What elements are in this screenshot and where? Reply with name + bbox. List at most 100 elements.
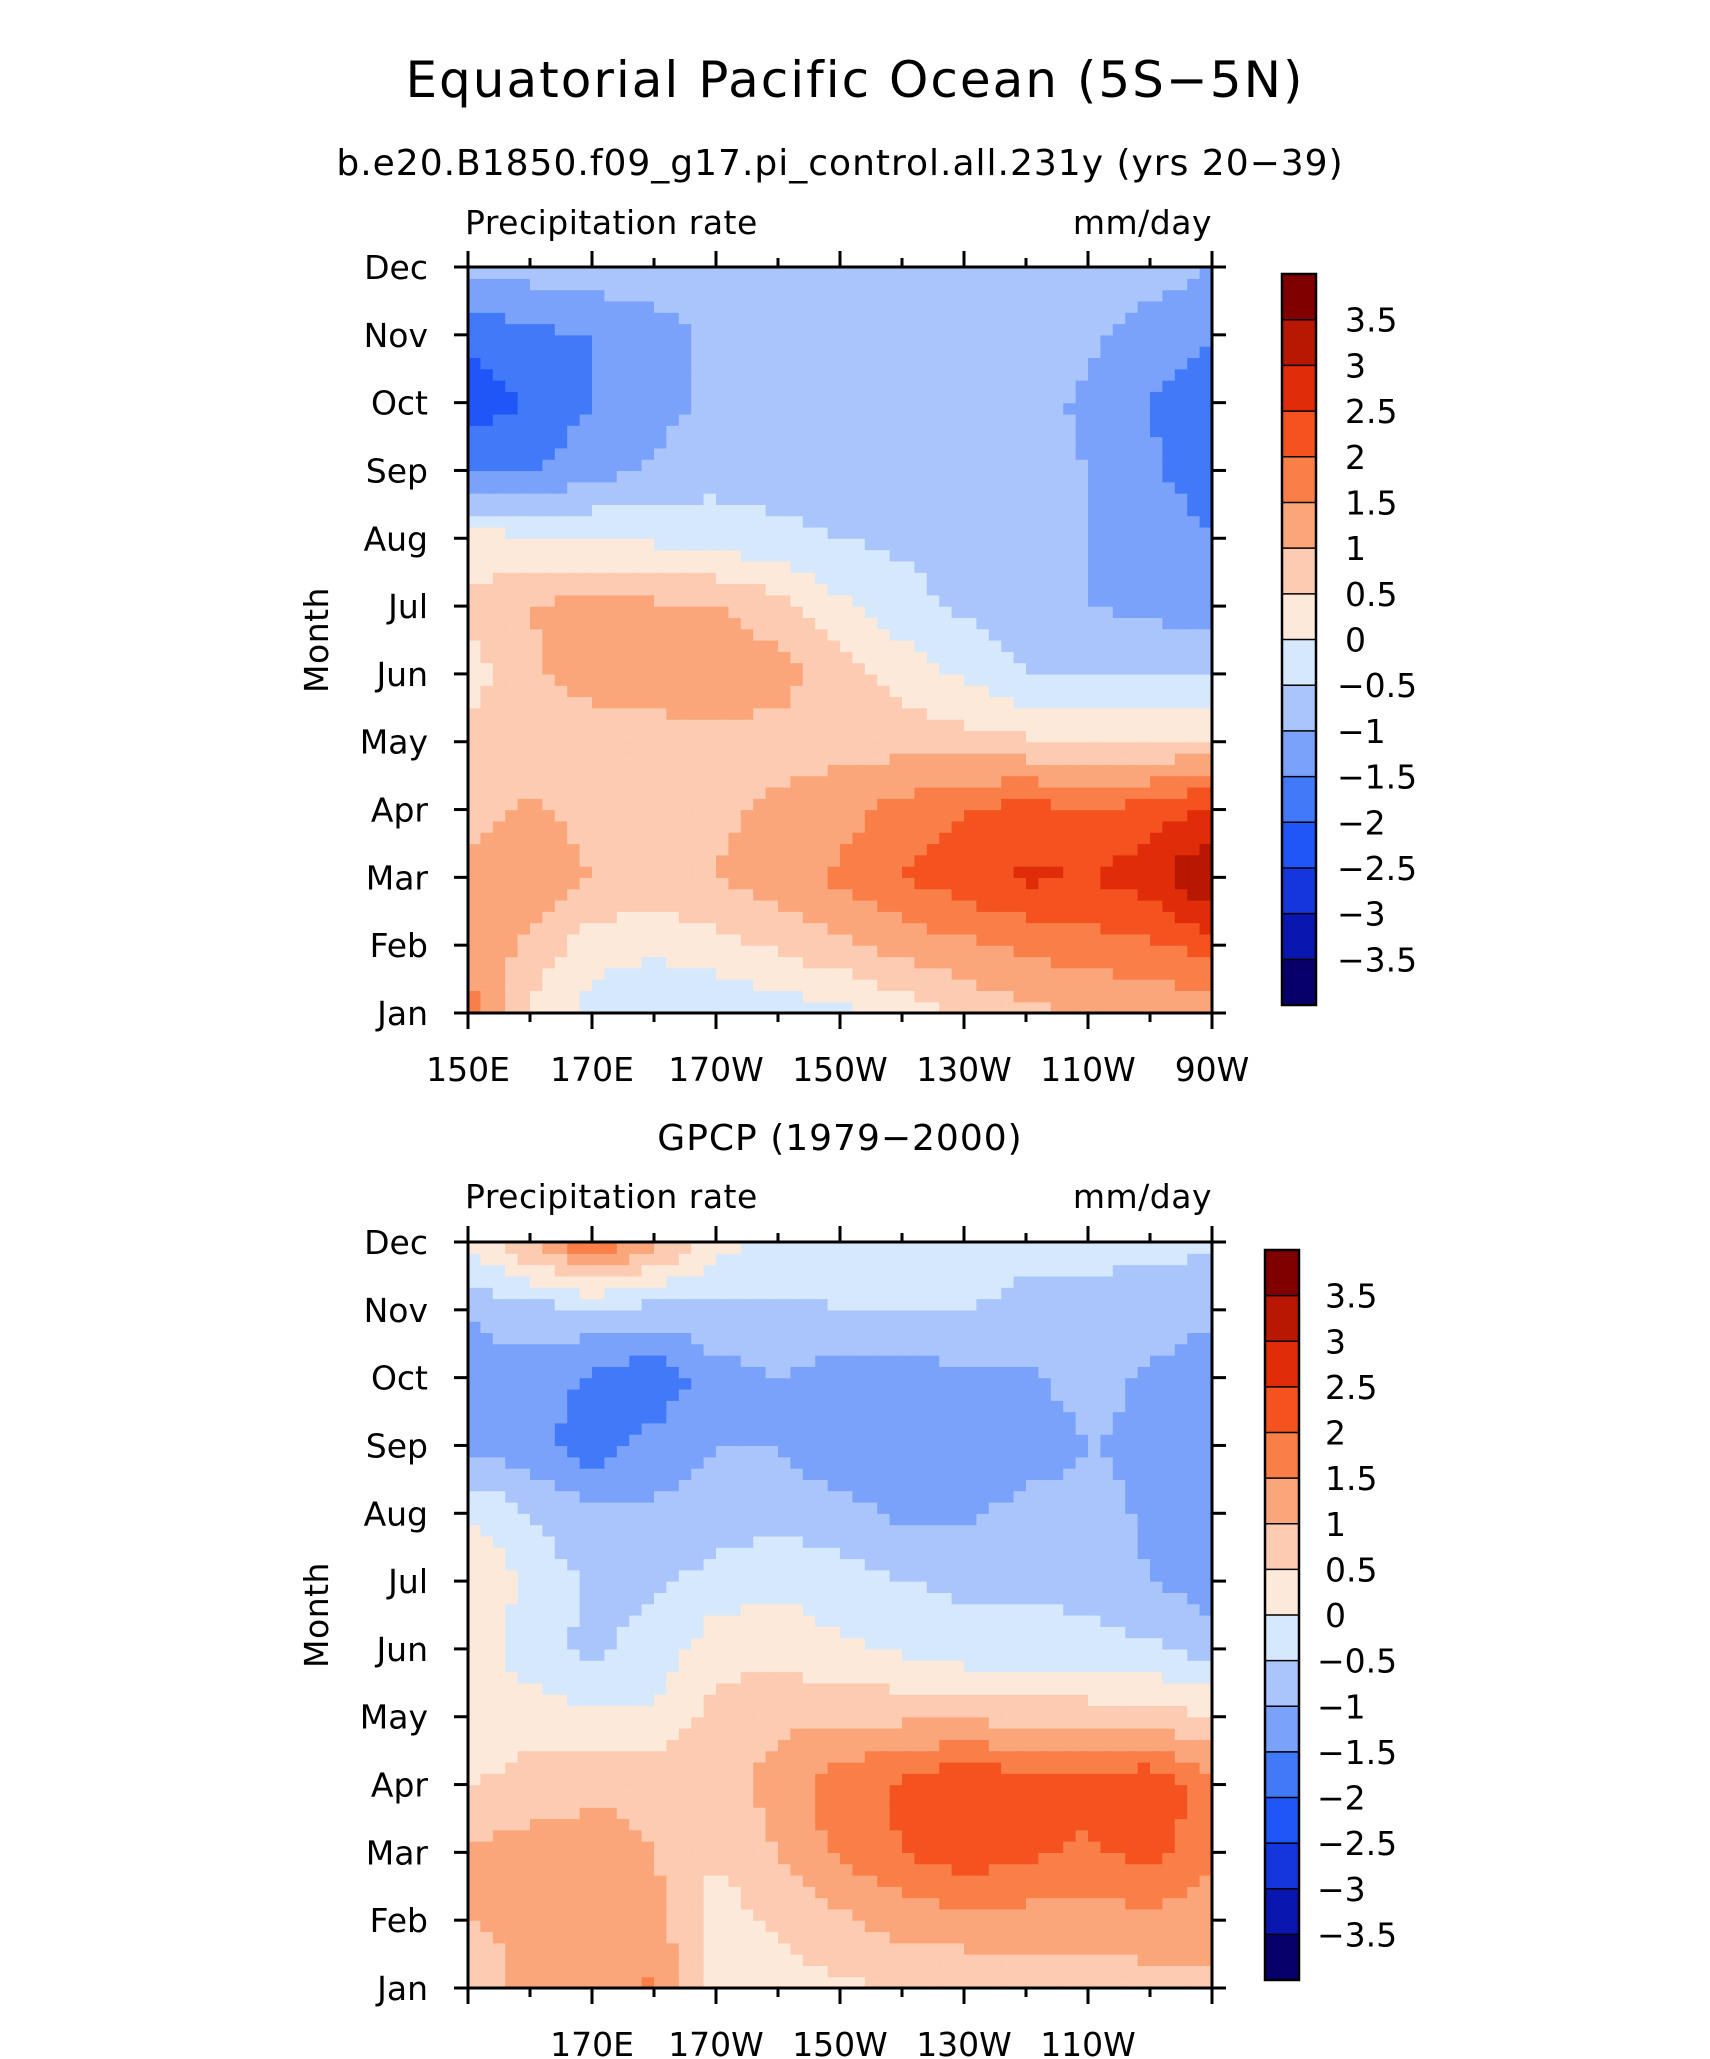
heatmap-cell bbox=[1075, 606, 1089, 618]
heatmap-cell bbox=[1162, 594, 1176, 607]
heatmap-cell bbox=[988, 1897, 1002, 1910]
heatmap-cell bbox=[1137, 617, 1151, 630]
heatmap-cell bbox=[492, 346, 506, 359]
heatmap-cell bbox=[877, 1965, 891, 1978]
heatmap-cell bbox=[827, 583, 841, 596]
heatmap-cell bbox=[976, 447, 990, 460]
heatmap-cell bbox=[492, 1942, 506, 1955]
heatmap-cell bbox=[914, 719, 928, 732]
heatmap-cell bbox=[1100, 764, 1114, 777]
heatmap-cell bbox=[1075, 1976, 1089, 1989]
heatmap-cell bbox=[678, 1841, 692, 1853]
heatmap-cell bbox=[1038, 504, 1052, 517]
heatmap-cell bbox=[666, 334, 680, 347]
heatmap-cell bbox=[914, 515, 928, 528]
heatmap-cell bbox=[765, 606, 779, 618]
heatmap-cell bbox=[703, 628, 717, 641]
heatmap-cell bbox=[1063, 809, 1077, 822]
heatmap-cell bbox=[691, 493, 705, 505]
heatmap-cell bbox=[1137, 1001, 1151, 1014]
heatmap-cell bbox=[740, 368, 754, 381]
heatmap-cell bbox=[1038, 470, 1052, 483]
heatmap-cell bbox=[964, 1874, 977, 1887]
heatmap-cell bbox=[1187, 267, 1201, 279]
heatmap-cell bbox=[1125, 1954, 1139, 1966]
heatmap-cell bbox=[902, 866, 915, 878]
heatmap-cell bbox=[778, 967, 791, 980]
heatmap-cell bbox=[790, 515, 804, 528]
heatmap-cell bbox=[604, 447, 618, 460]
heatmap-cell bbox=[1187, 1920, 1201, 1933]
heatmap-cell bbox=[1026, 775, 1039, 788]
heatmap-cell bbox=[827, 696, 841, 709]
heatmap-cell bbox=[1088, 1886, 1101, 1899]
heatmap-cell bbox=[691, 346, 705, 359]
heatmap-cell bbox=[579, 594, 593, 607]
heatmap-cell bbox=[1150, 922, 1163, 935]
heatmap-cell bbox=[1112, 820, 1126, 833]
heatmap-cell bbox=[951, 945, 965, 958]
heatmap-cell bbox=[530, 346, 543, 359]
heatmap-cell bbox=[926, 956, 940, 969]
heatmap-cell bbox=[852, 413, 866, 426]
heatmap-cell bbox=[790, 413, 804, 426]
heatmap-cell bbox=[951, 888, 965, 901]
heatmap-cell bbox=[1199, 515, 1213, 528]
heatmap-cell bbox=[740, 346, 754, 359]
heatmap-cell bbox=[889, 1841, 903, 1853]
heatmap-cell bbox=[740, 391, 754, 404]
heatmap-cell bbox=[976, 425, 990, 438]
heatmap-cell bbox=[939, 979, 953, 991]
heatmap-cell bbox=[852, 775, 866, 788]
heatmap-cell bbox=[567, 956, 581, 969]
heatmap-cell bbox=[666, 346, 680, 359]
heatmap-cell bbox=[678, 1965, 692, 1978]
heatmap-cell bbox=[468, 741, 481, 754]
heatmap-cell bbox=[592, 278, 605, 291]
heatmap-cell bbox=[1162, 741, 1176, 754]
heatmap-cell bbox=[1050, 956, 1064, 969]
heatmap-cell bbox=[790, 300, 804, 313]
heatmap-cell bbox=[1013, 594, 1027, 607]
heatmap-cell bbox=[604, 515, 618, 528]
heatmap-cell bbox=[740, 809, 754, 822]
heatmap-cell bbox=[654, 538, 667, 551]
heatmap-cell bbox=[740, 956, 754, 969]
heatmap-cell bbox=[480, 380, 494, 392]
heatmap-cell bbox=[889, 922, 903, 935]
heatmap-cell bbox=[641, 696, 655, 709]
heatmap-cell bbox=[914, 832, 928, 845]
heatmap-cell bbox=[1112, 877, 1126, 890]
heatmap-cell bbox=[765, 357, 779, 370]
heatmap-cell bbox=[480, 436, 494, 449]
heatmap-cell bbox=[840, 753, 853, 765]
heatmap-cell bbox=[579, 1852, 593, 1865]
heatmap-cell bbox=[1075, 854, 1089, 867]
heatmap-cell bbox=[1063, 368, 1077, 381]
heatmap-cell bbox=[554, 956, 568, 969]
heatmap-cell bbox=[1100, 391, 1114, 404]
heatmap-cell bbox=[889, 346, 903, 359]
heatmap-cell bbox=[1026, 673, 1039, 686]
heatmap-cell bbox=[802, 402, 816, 415]
heatmap-cell bbox=[1063, 877, 1077, 890]
heatmap-cell bbox=[802, 1841, 816, 1853]
heatmap-cell bbox=[505, 515, 519, 528]
heatmap-cell bbox=[840, 911, 853, 924]
heatmap-cell bbox=[1063, 843, 1077, 856]
heatmap-cell bbox=[1026, 470, 1039, 483]
heatmap-cell bbox=[505, 764, 519, 777]
x-tick-label: 170E bbox=[550, 1050, 634, 1089]
heatmap-cell bbox=[926, 1965, 940, 1978]
heatmap-cell bbox=[468, 730, 481, 743]
heatmap-cell bbox=[852, 447, 866, 460]
heatmap-cell bbox=[1162, 323, 1176, 336]
heatmap-cell bbox=[864, 504, 878, 517]
heatmap-cell bbox=[1026, 933, 1039, 946]
heatmap-cell bbox=[1112, 459, 1126, 472]
heatmap-cell bbox=[1100, 1976, 1114, 1989]
heatmap-cell bbox=[1013, 1874, 1027, 1887]
heatmap-cell bbox=[641, 888, 655, 901]
heatmap-cell bbox=[753, 809, 767, 822]
heatmap-cell bbox=[790, 662, 804, 675]
